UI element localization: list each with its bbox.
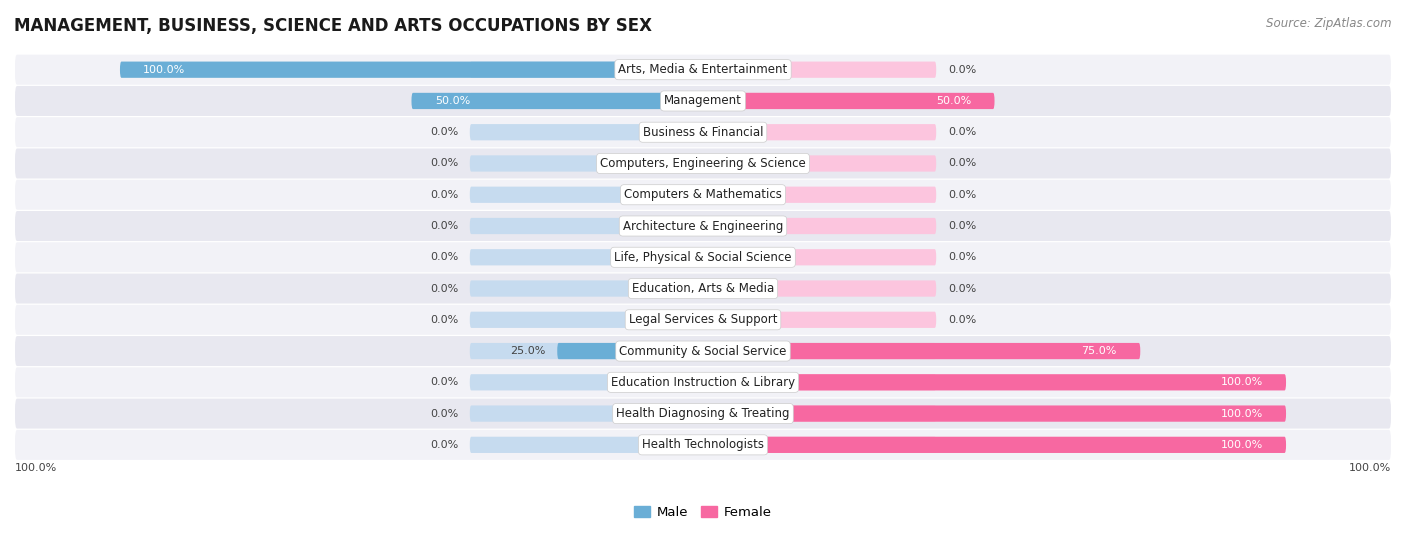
Text: Computers & Mathematics: Computers & Mathematics (624, 188, 782, 201)
FancyBboxPatch shape (470, 343, 703, 359)
Text: 0.0%: 0.0% (430, 315, 458, 325)
Text: 0.0%: 0.0% (948, 190, 976, 200)
FancyBboxPatch shape (703, 374, 1286, 391)
Text: 25.0%: 25.0% (510, 346, 546, 356)
FancyBboxPatch shape (703, 218, 936, 234)
FancyBboxPatch shape (703, 93, 936, 109)
Text: 50.0%: 50.0% (434, 96, 470, 106)
Text: Architecture & Engineering: Architecture & Engineering (623, 219, 783, 233)
Text: 100.0%: 100.0% (143, 65, 186, 75)
Text: 0.0%: 0.0% (948, 65, 976, 75)
FancyBboxPatch shape (470, 61, 703, 78)
Text: Source: ZipAtlas.com: Source: ZipAtlas.com (1267, 17, 1392, 30)
FancyBboxPatch shape (15, 305, 1391, 335)
FancyBboxPatch shape (703, 186, 936, 203)
FancyBboxPatch shape (470, 93, 703, 109)
FancyBboxPatch shape (703, 374, 936, 391)
Text: Management: Management (664, 94, 742, 108)
Legend: Male, Female: Male, Female (634, 506, 772, 519)
FancyBboxPatch shape (15, 86, 1391, 116)
FancyBboxPatch shape (15, 55, 1391, 85)
FancyBboxPatch shape (470, 281, 703, 297)
FancyBboxPatch shape (703, 61, 936, 78)
FancyBboxPatch shape (703, 406, 1286, 422)
Text: Education, Arts & Media: Education, Arts & Media (631, 282, 775, 295)
FancyBboxPatch shape (15, 430, 1391, 460)
FancyBboxPatch shape (470, 437, 703, 453)
Text: Computers, Engineering & Science: Computers, Engineering & Science (600, 157, 806, 170)
FancyBboxPatch shape (703, 281, 936, 297)
FancyBboxPatch shape (703, 437, 1286, 453)
Text: 0.0%: 0.0% (430, 283, 458, 294)
FancyBboxPatch shape (470, 124, 703, 141)
FancyBboxPatch shape (703, 124, 936, 141)
FancyBboxPatch shape (15, 148, 1391, 179)
FancyBboxPatch shape (120, 61, 703, 78)
FancyBboxPatch shape (703, 249, 936, 266)
FancyBboxPatch shape (15, 211, 1391, 241)
FancyBboxPatch shape (703, 406, 936, 422)
Text: 0.0%: 0.0% (430, 377, 458, 387)
Text: 0.0%: 0.0% (948, 252, 976, 262)
FancyBboxPatch shape (15, 242, 1391, 272)
Text: 75.0%: 75.0% (1081, 346, 1116, 356)
Text: Health Technologists: Health Technologists (643, 439, 763, 451)
Text: 100.0%: 100.0% (1220, 408, 1263, 418)
Text: MANAGEMENT, BUSINESS, SCIENCE AND ARTS OCCUPATIONS BY SEX: MANAGEMENT, BUSINESS, SCIENCE AND ARTS O… (14, 17, 652, 35)
FancyBboxPatch shape (470, 155, 703, 172)
Text: 50.0%: 50.0% (936, 96, 972, 106)
FancyBboxPatch shape (703, 343, 1140, 359)
Text: 0.0%: 0.0% (430, 158, 458, 169)
FancyBboxPatch shape (470, 406, 703, 422)
FancyBboxPatch shape (15, 117, 1391, 147)
Text: 0.0%: 0.0% (948, 283, 976, 294)
Text: 0.0%: 0.0% (948, 221, 976, 231)
FancyBboxPatch shape (470, 374, 703, 391)
FancyBboxPatch shape (557, 343, 703, 359)
Text: 100.0%: 100.0% (1220, 377, 1263, 387)
Text: 0.0%: 0.0% (430, 408, 458, 418)
Text: Business & Financial: Business & Financial (643, 126, 763, 139)
Text: Health Diagnosing & Treating: Health Diagnosing & Treating (616, 407, 790, 420)
Text: 0.0%: 0.0% (948, 158, 976, 169)
FancyBboxPatch shape (703, 155, 936, 172)
Text: 0.0%: 0.0% (430, 221, 458, 231)
Text: Life, Physical & Social Science: Life, Physical & Social Science (614, 251, 792, 264)
Text: 0.0%: 0.0% (430, 127, 458, 137)
FancyBboxPatch shape (703, 312, 936, 328)
FancyBboxPatch shape (703, 93, 994, 109)
FancyBboxPatch shape (412, 93, 703, 109)
FancyBboxPatch shape (15, 273, 1391, 304)
FancyBboxPatch shape (15, 398, 1391, 429)
FancyBboxPatch shape (703, 343, 936, 359)
Text: Arts, Media & Entertainment: Arts, Media & Entertainment (619, 63, 787, 76)
Text: 0.0%: 0.0% (430, 252, 458, 262)
Text: 0.0%: 0.0% (430, 440, 458, 450)
Text: 0.0%: 0.0% (948, 315, 976, 325)
Text: 0.0%: 0.0% (948, 127, 976, 137)
FancyBboxPatch shape (15, 336, 1391, 366)
FancyBboxPatch shape (470, 249, 703, 266)
FancyBboxPatch shape (470, 186, 703, 203)
FancyBboxPatch shape (15, 367, 1391, 397)
Text: Legal Services & Support: Legal Services & Support (628, 313, 778, 326)
Text: 100.0%: 100.0% (15, 463, 58, 473)
Text: Education Instruction & Library: Education Instruction & Library (612, 376, 794, 389)
FancyBboxPatch shape (470, 312, 703, 328)
Text: 100.0%: 100.0% (1348, 463, 1391, 473)
FancyBboxPatch shape (15, 180, 1391, 210)
FancyBboxPatch shape (703, 437, 936, 453)
Text: 0.0%: 0.0% (430, 190, 458, 200)
Text: 100.0%: 100.0% (1220, 440, 1263, 450)
FancyBboxPatch shape (470, 218, 703, 234)
Text: Community & Social Service: Community & Social Service (619, 344, 787, 358)
